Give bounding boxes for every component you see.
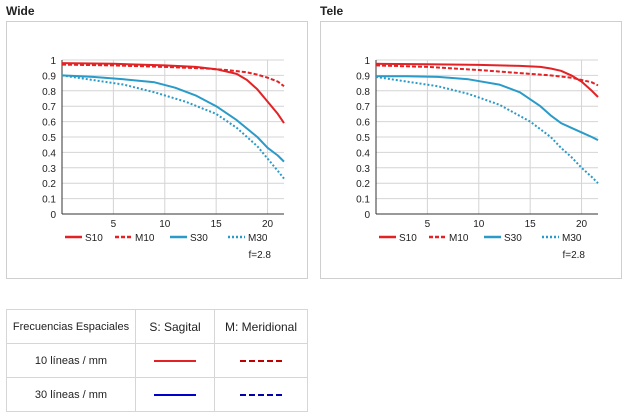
y-tick-label: 0.6	[356, 118, 370, 129]
sagittal-swatch-cell	[135, 343, 215, 378]
row-label: 10 líneas / mm	[6, 343, 136, 378]
x-tick-label: 15	[211, 219, 223, 230]
y-tick-label: 0.9	[42, 71, 56, 82]
series-line-s10	[61, 62, 285, 124]
aperture-annotation: f=2.8	[562, 250, 585, 261]
series-line-m10	[61, 63, 285, 88]
legend-label-m30: M30	[248, 233, 268, 244]
legend-label-m10: M10	[449, 233, 469, 244]
meridional-swatch-cell	[214, 343, 308, 378]
y-tick-label: 0.1	[42, 195, 56, 206]
legend-label-m10: M10	[135, 233, 155, 244]
series-line-m10	[375, 64, 599, 87]
sagittal-swatch-cell	[135, 377, 215, 412]
y-tick-label: 0.9	[356, 71, 370, 82]
spatial-frequency-legend-table: Frecuencias Espaciales S: Sagital M: Mer…	[6, 309, 308, 412]
header-frequency: Frecuencias Espaciales	[6, 309, 136, 344]
x-tick-label: 15	[525, 219, 537, 230]
y-tick-label: 0.6	[42, 118, 56, 129]
y-tick-label: 1	[50, 56, 56, 67]
y-tick-label: 0.2	[42, 179, 56, 190]
y-tick-label: 1	[364, 56, 370, 67]
y-tick-label: 0.3	[356, 164, 370, 175]
swatch-m10	[240, 360, 282, 363]
table-row: 30 líneas / mm	[6, 377, 308, 412]
series-line-s30	[376, 75, 599, 141]
table-row: 10 líneas / mm	[6, 343, 308, 378]
legend-label-s30: S30	[504, 233, 522, 244]
swatch-s30	[154, 394, 196, 397]
y-tick-label: 0.5	[356, 133, 370, 144]
table-header-row: Frecuencias Espaciales S: Sagital M: Mer…	[6, 309, 308, 344]
y-tick-label: 0.8	[356, 87, 370, 98]
series-line-m30	[61, 74, 285, 180]
meridional-swatch-cell	[214, 377, 308, 412]
aperture-annotation: f=2.8	[248, 250, 271, 261]
x-tick-label: 20	[576, 219, 588, 230]
y-tick-label: 0.5	[42, 133, 56, 144]
x-tick-label: 10	[159, 219, 171, 230]
y-tick-label: 0	[50, 210, 56, 221]
y-tick-label: 0.8	[42, 87, 56, 98]
y-tick-label: 0.7	[42, 102, 56, 113]
series-line-m30	[375, 75, 599, 184]
y-tick-label: 0	[364, 210, 370, 221]
x-tick-label: 20	[262, 219, 274, 230]
swatch-m30	[240, 394, 282, 397]
legend-label-m30: M30	[562, 233, 582, 244]
x-tick-label: 5	[111, 219, 117, 230]
panel-title-tele: Tele	[320, 4, 344, 18]
y-tick-label: 0.4	[42, 148, 56, 159]
swatch-s10	[154, 360, 196, 363]
legend-label-s10: S10	[399, 233, 417, 244]
y-tick-label: 0.7	[356, 102, 370, 113]
header-sagittal: S: Sagital	[135, 309, 215, 344]
panel-title-wide: Wide	[6, 4, 35, 18]
row-label: 30 líneas / mm	[6, 377, 136, 412]
series-line-s10	[375, 62, 599, 98]
y-tick-label: 0.2	[356, 179, 370, 190]
legend-label-s10: S10	[85, 233, 103, 244]
y-tick-label: 0.3	[42, 164, 56, 175]
x-tick-label: 5	[425, 219, 431, 230]
chart-panel-tele: 0 0.1 0.2 0.3 0.4 0.5 0.6 0.7 0.8 0.9 1 5 10 15 20 S10 M…	[320, 21, 622, 279]
legend-label-s30: S30	[190, 233, 208, 244]
header-meridional: M: Meridional	[214, 309, 308, 344]
chart-panel-wide: 0 0.1 0.2 0.3 0.4 0.5 0.6 0.7 0.8 0.9 1 5 10 15 20 S10 M…	[6, 21, 308, 279]
series-line-s30	[61, 74, 285, 163]
x-tick-label: 10	[473, 219, 485, 230]
y-tick-label: 0.4	[356, 148, 370, 159]
y-tick-label: 0.1	[356, 195, 370, 206]
